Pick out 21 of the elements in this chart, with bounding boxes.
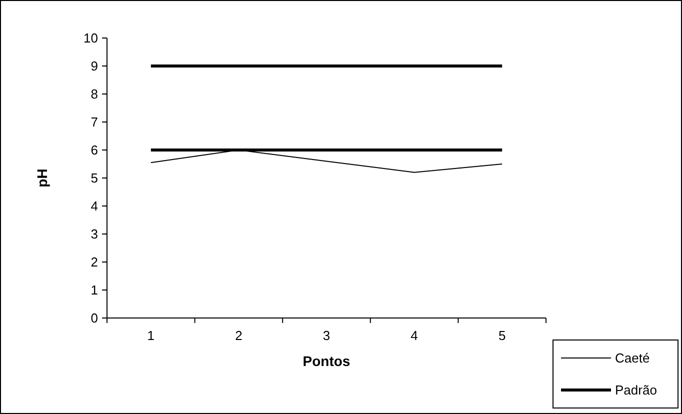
y-tick-label: 8: [90, 86, 98, 102]
y-tick-label: 9: [90, 58, 98, 74]
y-tick-label: 1: [90, 282, 98, 298]
legend-label: Padrão: [615, 382, 657, 398]
x-tick-label: 3: [322, 328, 330, 343]
y-tick-label: 4: [90, 198, 98, 214]
y-tick-label: 0: [90, 310, 98, 326]
y-tick-label: 5: [90, 170, 98, 186]
y-tick-label: 10: [84, 30, 98, 46]
x-tick-label: 1: [147, 328, 155, 343]
line-series: [150, 150, 503, 173]
y-tick-label: 7: [90, 114, 98, 130]
x-tick-label: 5: [498, 328, 506, 343]
y-tick-label: 2: [90, 254, 98, 270]
y-tick-label: 3: [90, 226, 98, 242]
y-tick-label: 6: [90, 142, 98, 158]
legend-label: Caeté: [615, 350, 650, 366]
y-axis-title: pH: [34, 168, 50, 188]
x-tick-label: 4: [410, 328, 418, 343]
x-tick-label: 2: [235, 328, 242, 343]
x-axis-title: Pontos: [302, 353, 350, 369]
